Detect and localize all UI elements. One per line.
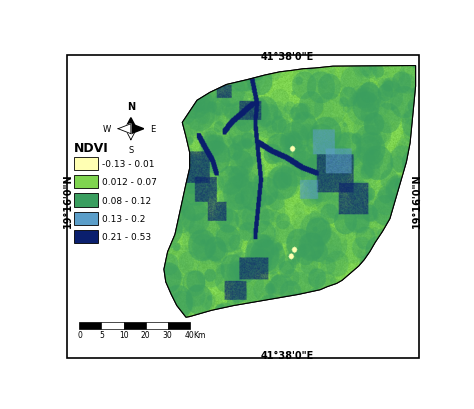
Text: 40: 40 <box>185 330 194 339</box>
Polygon shape <box>125 129 137 140</box>
Text: 0.13 - 0.2: 0.13 - 0.2 <box>102 214 146 223</box>
Polygon shape <box>125 118 137 129</box>
Text: NDVI: NDVI <box>74 142 109 155</box>
Text: Km: Km <box>193 330 206 339</box>
Bar <box>74 176 98 189</box>
Bar <box>74 212 98 225</box>
Text: N: N <box>127 101 135 111</box>
Bar <box>146 322 168 329</box>
Bar <box>168 322 190 329</box>
Text: 41°38'0"E: 41°38'0"E <box>260 52 314 62</box>
Text: S: S <box>128 146 134 155</box>
Text: E: E <box>150 125 155 134</box>
Text: 19°16'0"N: 19°16'0"N <box>64 173 73 227</box>
Bar <box>74 194 98 207</box>
Text: W: W <box>103 125 111 134</box>
Bar <box>101 322 124 329</box>
Text: 30: 30 <box>163 330 173 339</box>
Polygon shape <box>131 124 144 134</box>
Bar <box>124 322 146 329</box>
Text: 5: 5 <box>99 330 104 339</box>
Text: 0: 0 <box>77 330 82 339</box>
Polygon shape <box>118 124 131 134</box>
Text: 19°16'0"N: 19°16'0"N <box>412 173 422 227</box>
Text: 0.08 - 0.12: 0.08 - 0.12 <box>102 196 151 205</box>
Bar <box>80 322 101 329</box>
Bar <box>74 231 98 244</box>
Text: 10: 10 <box>118 330 128 339</box>
Text: 20: 20 <box>141 330 150 339</box>
Text: -0.13 - 0.01: -0.13 - 0.01 <box>102 160 155 169</box>
Text: 41°38'0"E: 41°38'0"E <box>260 350 314 360</box>
Text: 0.21 - 0.53: 0.21 - 0.53 <box>102 233 151 242</box>
Bar <box>74 157 98 171</box>
Text: 0.012 - 0.07: 0.012 - 0.07 <box>102 178 157 187</box>
